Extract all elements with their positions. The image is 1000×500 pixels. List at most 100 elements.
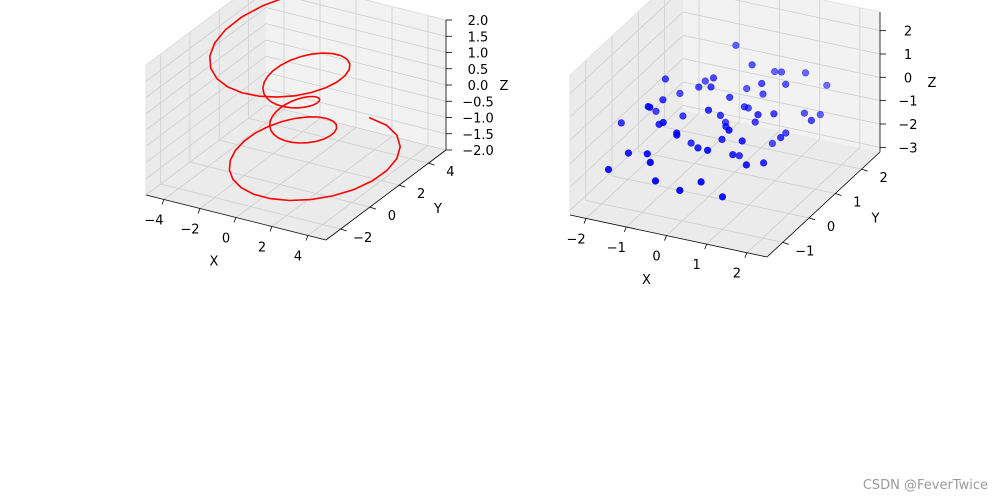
scatter-point — [704, 106, 713, 114]
z-gridline — [145, 88, 267, 180]
scatter-point — [687, 139, 695, 147]
x-gridline — [706, 138, 820, 245]
z-gridline — [265, 39, 447, 86]
y-tick-label: 2 — [417, 187, 425, 202]
y-gridline — [585, 199, 783, 243]
z-gridline — [569, 0, 672, 94]
scatter-point — [695, 83, 703, 91]
scatter-point — [732, 41, 740, 49]
y-axis-line — [325, 149, 447, 241]
floor-pane — [570, 110, 880, 257]
z-gridline — [145, 55, 267, 147]
y-tick — [782, 241, 789, 245]
scatter-point — [740, 103, 749, 111]
z-gridline — [734, 0, 881, 32]
y-tick-label: 0 — [388, 209, 396, 224]
scatter-point — [707, 83, 715, 91]
y-tick — [861, 168, 868, 172]
z-gridline — [682, 34, 881, 78]
watermark: CSDN @FeverTwice — [862, 478, 988, 493]
x-gridline — [235, 127, 357, 218]
spiral-3d-axes: −4 −2 0 2 4 −2 0 2 4 −2.0−1.5−1.0 −0.50.00.51.0 1.5… — [144, 0, 509, 270]
x-gridline — [199, 118, 321, 209]
z-gridline — [145, 104, 267, 196]
z-tick-label: 1.0 — [468, 47, 489, 62]
scatter-point — [777, 68, 786, 76]
x-tick — [197, 208, 201, 214]
scatter-point — [651, 177, 660, 185]
scatter-point — [742, 161, 751, 169]
scatter-point — [679, 112, 687, 120]
x-gridline — [746, 147, 861, 254]
x-tick — [623, 226, 627, 233]
z-tick-label: −1.0 — [462, 112, 494, 127]
y-tick-label: −2 — [353, 231, 372, 246]
x-gridline — [666, 130, 780, 236]
x-tick — [744, 252, 748, 258]
scatter-point — [800, 109, 809, 117]
y-gridline — [189, 161, 370, 208]
z-tick-label: −3 — [898, 141, 917, 156]
z-gridline — [145, 7, 267, 98]
x-axis-label: X — [642, 273, 651, 288]
y-gridline — [664, 126, 862, 170]
z-gridline — [299, 0, 447, 37]
x-axis-label: X — [210, 255, 219, 270]
x-tick-label: −1 — [607, 241, 626, 256]
x-tick — [233, 217, 237, 223]
scatter-point — [646, 158, 654, 166]
scatter-point — [801, 69, 810, 77]
x-tick-label: −2 — [566, 232, 585, 247]
pane-edge — [145, 0, 234, 66]
x-tick-label: 2 — [733, 267, 741, 282]
x-tick — [161, 199, 165, 205]
x-gridline — [163, 109, 285, 200]
y-tick-label: 2 — [879, 171, 887, 186]
scatter-point — [751, 118, 759, 126]
z-tick-label: −0.5 — [462, 95, 494, 110]
scatter-point — [617, 119, 625, 127]
x-tick-label: 0 — [222, 232, 230, 247]
z-gridline — [145, 39, 267, 131]
z-tick-label: −2 — [898, 118, 917, 133]
scatter-point — [759, 90, 767, 98]
scatter-point — [735, 152, 743, 160]
z-gridline — [682, 11, 881, 55]
x-tick — [583, 218, 587, 224]
y-gridline — [638, 151, 836, 194]
scatter-point — [703, 146, 712, 154]
z-gridline — [682, 58, 881, 102]
pane-edge — [821, 0, 881, 13]
y-tick — [808, 217, 816, 221]
y-tick-label: 0 — [827, 220, 835, 235]
y-tick — [835, 193, 842, 196]
z-gridline — [265, 104, 447, 151]
z-axis-label: Z — [500, 79, 509, 94]
scatter-point — [718, 135, 726, 143]
scatter-point — [738, 137, 746, 145]
y-tick — [428, 162, 435, 166]
scatter-point — [652, 107, 660, 115]
scatter-point — [748, 61, 756, 69]
x-tick — [269, 226, 273, 232]
spiral-line — [208, 0, 402, 202]
scatter-point — [604, 165, 613, 174]
x-tick-label: 0 — [652, 250, 660, 265]
x-tick — [305, 235, 309, 241]
z-gridline — [569, 11, 684, 118]
y-tick — [340, 228, 347, 232]
y-tick — [369, 206, 377, 210]
scatter-point — [624, 149, 633, 157]
z-tick-label: 0.5 — [468, 63, 489, 78]
x-gridline — [307, 145, 429, 236]
scatter-point — [759, 159, 768, 167]
z-gridline — [265, 7, 447, 53]
scatter-3d-axes: −2 −1 0 1 2 −1 0 1 2 −3 −2 −1 0 1 2 X Y Z — [566, 0, 937, 288]
scatter-point — [816, 110, 824, 119]
scatter-point — [676, 89, 684, 97]
x-tick-label: −2 — [180, 223, 199, 238]
scatter-point — [643, 150, 651, 158]
scatter-point — [743, 84, 751, 93]
y-tick-label: 4 — [446, 165, 454, 180]
